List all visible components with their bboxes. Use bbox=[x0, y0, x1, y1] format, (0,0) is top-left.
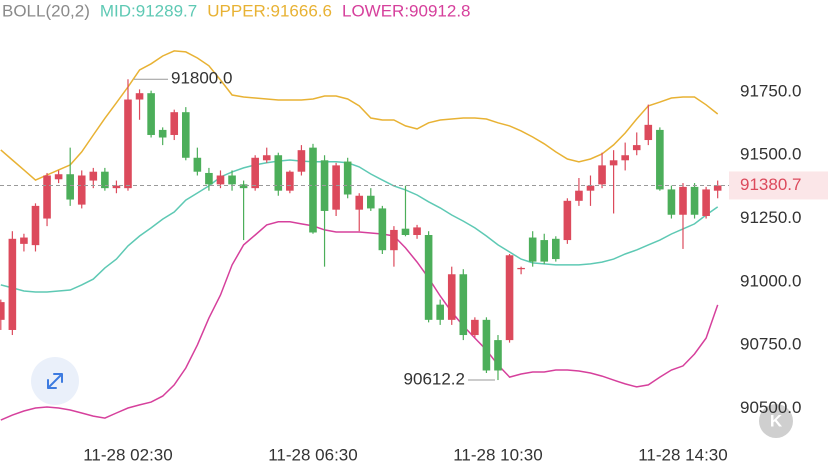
x-tick-label: 11-28 14:30 bbox=[638, 445, 727, 464]
candle-body bbox=[158, 129, 167, 138]
x-tick-label: 11-28 06:30 bbox=[268, 445, 357, 464]
candle-body bbox=[436, 304, 444, 320]
candle-body bbox=[517, 267, 525, 270]
candle-body bbox=[332, 165, 340, 210]
candle-body bbox=[262, 155, 271, 161]
candle-body bbox=[598, 165, 606, 185]
candle-body bbox=[251, 157, 259, 189]
candle-body bbox=[124, 99, 132, 189]
candle-body bbox=[54, 174, 63, 180]
band-line bbox=[0, 221, 719, 421]
candle-body bbox=[20, 237, 28, 244]
candle-body bbox=[355, 195, 364, 210]
bands bbox=[0, 50, 719, 421]
candle-body bbox=[563, 200, 572, 241]
candles bbox=[0, 79, 722, 381]
candle-body bbox=[424, 235, 433, 320]
candle-body bbox=[205, 172, 213, 185]
candle-body bbox=[147, 93, 155, 135]
candle-body bbox=[471, 319, 479, 336]
candle-body bbox=[644, 124, 653, 141]
legend-entry: LOWER:90912.8 bbox=[342, 1, 471, 20]
candle-body bbox=[609, 160, 618, 166]
last-price-label: 91380.7 bbox=[740, 175, 801, 194]
candle-body bbox=[679, 186, 687, 215]
logo-bg bbox=[759, 404, 793, 438]
candle-body bbox=[378, 208, 387, 251]
candle-body bbox=[343, 161, 352, 195]
candle-body bbox=[552, 238, 560, 260]
y-tick-label: 90750.0 bbox=[740, 335, 801, 354]
candle-body bbox=[193, 157, 202, 172]
candle-body bbox=[286, 171, 294, 191]
candle-body bbox=[575, 190, 583, 201]
candle-body bbox=[702, 189, 710, 217]
candle-body bbox=[632, 145, 641, 151]
candle-body bbox=[216, 175, 225, 185]
y-tick-label: 91500.0 bbox=[740, 145, 801, 164]
candle-body bbox=[690, 186, 699, 215]
candle-body bbox=[8, 238, 17, 330]
x-tick-label: 11-28 10:30 bbox=[453, 445, 542, 464]
candle-body bbox=[494, 340, 502, 371]
candle-body bbox=[66, 174, 74, 200]
band-line bbox=[0, 50, 719, 181]
y-tick-label: 90500.0 bbox=[740, 398, 801, 417]
candle-body bbox=[309, 147, 317, 233]
candle-body bbox=[135, 93, 144, 100]
logo-text: K bbox=[770, 411, 783, 430]
candle-body bbox=[482, 319, 491, 371]
candle-body bbox=[656, 129, 664, 190]
annotation-label: 90612.2 bbox=[404, 370, 465, 389]
candle-body bbox=[390, 229, 398, 251]
candle-body bbox=[170, 112, 179, 135]
candle-body bbox=[228, 175, 236, 185]
legend-entry: UPPER:91666.6 bbox=[207, 1, 332, 20]
logo: K bbox=[759, 404, 793, 438]
candle-body bbox=[459, 274, 468, 336]
x-tick-label: 11-28 02:30 bbox=[83, 445, 172, 464]
candle-body bbox=[505, 255, 514, 341]
y-tick-label: 91000.0 bbox=[740, 271, 801, 290]
candle-body bbox=[540, 240, 549, 262]
indicator-label: BOLL(20,2) bbox=[2, 1, 90, 20]
candle-body bbox=[367, 195, 375, 209]
candle-body bbox=[43, 175, 51, 219]
band-line bbox=[0, 159, 719, 293]
candle-body bbox=[89, 171, 98, 181]
candle-body bbox=[713, 185, 722, 191]
candle-body bbox=[182, 112, 190, 158]
indicator-header: BOLL(20,2) MID:91289.7 UPPER:91666.6 LOWER… bbox=[2, 1, 471, 20]
expand-button[interactable] bbox=[31, 357, 79, 405]
candle-body bbox=[31, 205, 40, 246]
candle-body bbox=[667, 189, 676, 215]
candle-body bbox=[297, 150, 306, 172]
candle-body bbox=[101, 171, 109, 189]
annotation-label: 91800.0 bbox=[171, 69, 232, 88]
candle-body bbox=[239, 184, 248, 189]
candle-body bbox=[77, 175, 86, 205]
candle-body bbox=[586, 185, 595, 191]
candle-body bbox=[0, 302, 5, 320]
candle-body bbox=[274, 155, 283, 191]
candle-body bbox=[112, 185, 121, 189]
candle-body bbox=[447, 274, 456, 320]
candle-body bbox=[528, 237, 537, 262]
candle-body bbox=[413, 227, 421, 236]
candle-body bbox=[401, 228, 410, 236]
expand-icon[interactable] bbox=[47, 373, 63, 389]
legend-entry: MID:91289.7 bbox=[100, 1, 197, 20]
last-price-tag bbox=[729, 171, 828, 200]
y-tick-label: 91250.0 bbox=[740, 208, 801, 227]
candle-body bbox=[621, 155, 629, 161]
y-tick-label: 91750.0 bbox=[740, 81, 801, 100]
